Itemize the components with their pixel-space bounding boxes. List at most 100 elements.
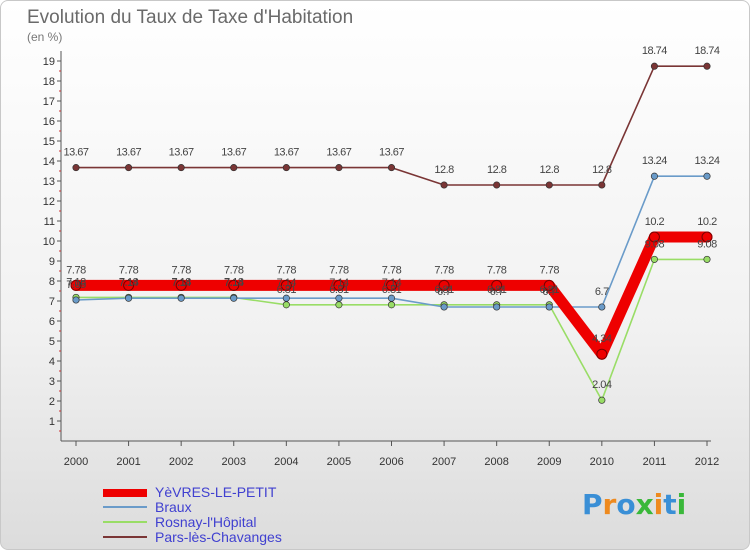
data-point [335,294,343,302]
legend-item-pars-les-chavanges: Pars-lès-Chavanges [103,530,363,544]
data-point [493,303,501,311]
data-point [333,279,345,291]
data-label: 18.74 [694,45,719,57]
data-point [175,279,187,291]
data-label: 13.67 [169,147,194,159]
data-point [282,294,290,302]
x-tick-label: 2002 [169,456,193,468]
y-tick-label: 1 [49,416,55,428]
y-tick-label: 15 [43,136,55,148]
data-point [493,181,501,189]
data-point [596,348,608,360]
data-label: 12.8 [592,164,612,176]
data-label: 13.67 [63,147,88,159]
data-point [177,294,185,302]
data-point [386,279,397,291]
data-label: 6.81 [329,284,349,296]
data-label: 6.81 [434,284,454,296]
data-point [230,164,238,172]
data-point [491,279,503,291]
x-tick-label: 2006 [379,456,403,468]
brand-logo: Proxiti [582,488,686,521]
data-label: 13.24 [694,155,719,167]
chart-subtitle: (en %) [27,30,63,44]
data-point [72,164,80,172]
data-point [335,301,343,309]
legend-swatch [103,489,147,497]
data-label: 2.04 [592,379,612,391]
data-label: 7.78 [277,264,297,276]
data-label: 6.7 [490,286,504,298]
data-label: 7.14 [329,277,349,289]
legend-label: Pars-lès-Chavanges [155,529,282,545]
x-tick-label: 2007 [432,456,456,468]
data-label: 4.34 [592,333,612,345]
data-label: 7.78 [434,264,454,276]
legend-swatch [103,521,147,523]
data-point [282,301,290,309]
data-point [280,279,292,291]
data-label: 7.14 [119,277,139,289]
data-point [440,181,448,189]
data-point [125,294,133,302]
data-label: 6.81 [277,284,297,296]
legend-item-yevres-le-petit: YèVRES-LE-PETIT [103,485,363,499]
x-tick-label: 2012 [695,456,719,468]
legend-label: Rosnay-l'Hôpital [155,514,257,530]
data-label: 7.14 [382,277,402,289]
data-point [440,303,448,311]
legend-label: YèVRES-LE-PETIT [155,484,277,500]
data-point [72,296,80,304]
y-tick-label: 4 [49,356,55,368]
x-tick-label: 2005 [327,456,351,468]
brand-letter: P [582,488,603,521]
data-label: 6.7 [542,286,556,298]
data-label: 10.2 [697,216,717,228]
x-tick-label: 2004 [274,456,298,468]
brand-letter: t [663,488,677,521]
legend-item-rosnay-l-hopital: Rosnay-l'Hôpital [103,515,363,529]
y-tick-label: 7 [49,296,55,308]
data-label: 9.08 [645,238,665,250]
data-label: 7.18 [224,276,244,288]
brand-letter: o [616,488,636,521]
x-tick-label: 2010 [590,456,614,468]
data-label: 10.2 [645,216,665,228]
x-tick-label: 2001 [116,456,140,468]
data-point [598,303,606,311]
data-point [545,181,553,189]
data-point [650,255,658,263]
data-label: 7.78 [329,264,349,276]
x-tick-label: 2008 [484,456,508,468]
y-tick-label: 8 [49,276,55,288]
x-tick-label: 2003 [222,456,246,468]
data-label: 7.78 [540,264,560,276]
data-label: 7.18 [119,276,139,288]
y-tick-label: 16 [43,116,55,128]
data-point [228,279,240,291]
data-point [230,294,238,302]
data-label: 9.08 [697,238,717,250]
data-label: 13.67 [116,147,141,159]
brand-letter: i [653,488,664,521]
data-label: 12.8 [540,164,560,176]
data-point [177,164,185,172]
x-tick-label: 2000 [64,456,88,468]
data-point [387,164,396,172]
data-label: 7.14 [277,277,297,289]
brand-letter: r [602,488,617,521]
data-label: 7.78 [119,264,139,276]
y-tick-label: 12 [43,196,55,208]
legend-swatch [103,536,147,538]
y-tick-label: 3 [49,376,55,388]
x-tick-label: 2011 [643,456,667,468]
data-point [438,279,450,291]
data-point [598,181,606,189]
data-point [387,294,396,302]
y-tick-label: 10 [43,236,55,248]
data-label: 7.18 [66,276,86,288]
data-label: 7.78 [171,264,191,276]
y-tick-label: 5 [49,336,55,348]
data-point [335,164,343,172]
